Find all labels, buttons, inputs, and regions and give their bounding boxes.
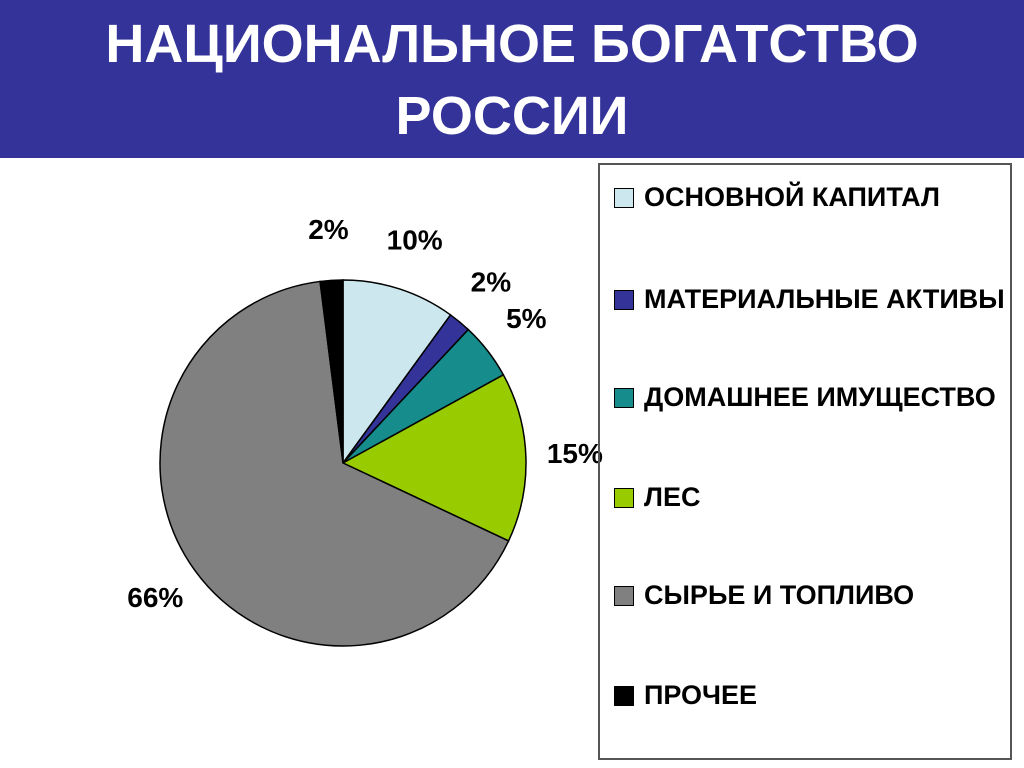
- chart-title: НАЦИОНАЛЬНОЕ БОГАТСТВО РОССИИ: [105, 14, 919, 146]
- pie-slice: [341, 373, 527, 542]
- legend-swatch: [614, 586, 634, 606]
- legend-label: ЛЕС: [644, 482, 701, 512]
- legend-label: СЫРЬЕ И ТОПЛИВО: [644, 580, 915, 610]
- legend-swatch: [614, 388, 634, 408]
- pie-slice: [319, 279, 344, 464]
- legend-swatch: [614, 188, 634, 208]
- legend: ОСНОВНОЙ КАПИТАЛ МАТЕРИАЛЬНЫЕ АКТИВЫ ДОМАШ…: [598, 163, 1012, 760]
- pie-slice: [342, 279, 452, 466]
- data-label: 2%: [471, 267, 512, 298]
- legend-label: ДОМАШНЕЕ ИМУЩЕСТВО: [644, 382, 996, 412]
- legend-label: ПРОЧЕЕ: [644, 680, 758, 710]
- legend-swatch: [614, 686, 634, 706]
- legend-swatch: [614, 290, 634, 310]
- data-label: 66%: [127, 582, 183, 613]
- header-band: [0, 0, 1024, 158]
- legend-swatch: [614, 488, 634, 508]
- data-label: 15%: [547, 438, 603, 469]
- pie-slice: [159, 280, 510, 647]
- data-label: 5%: [506, 303, 547, 334]
- legend-label: МАТЕРИАЛЬНЫЕ АКТИВЫ: [644, 284, 1005, 314]
- data-label: 2%: [308, 214, 349, 245]
- data-label: 10%: [387, 225, 443, 256]
- legend-label: ОСНОВНОЙ КАПИТАЛ: [644, 182, 940, 212]
